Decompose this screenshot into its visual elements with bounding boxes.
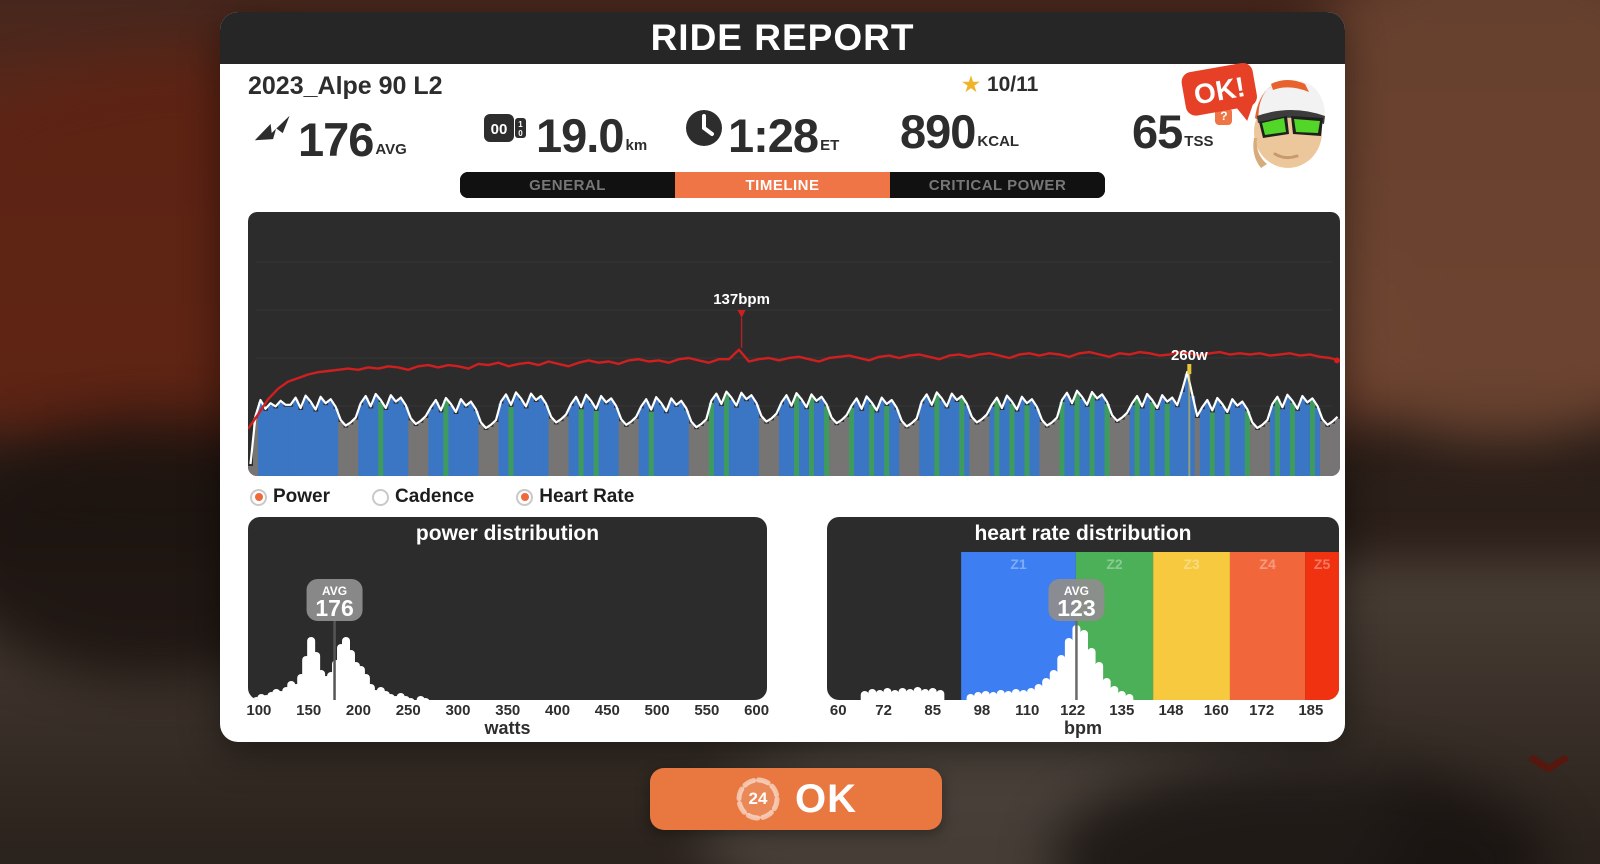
axis-tick: 200	[345, 702, 371, 719]
ride-report-card: RIDE REPORT 2023_Alpe 90 L2 ★ 10/11 176 …	[220, 12, 1345, 742]
stat-avg-power: 176 AVG	[250, 108, 407, 163]
axis-tick: 250	[395, 702, 421, 719]
axis-tick: 160	[1203, 702, 1229, 719]
axis-tick: 400	[545, 702, 571, 719]
svg-text:1: 1	[518, 120, 523, 129]
axis-tick: 600	[744, 702, 770, 719]
axis-tick: 72	[875, 702, 892, 719]
tab-critical-power[interactable]: CRITICAL POWER	[890, 172, 1105, 198]
calories-value: 890	[900, 105, 976, 158]
svg-text:260w: 260w	[1171, 347, 1208, 364]
elapsed-time-unit: ET	[820, 137, 840, 154]
power-axis-label: watts	[484, 718, 531, 738]
power-radio-icon[interactable]	[250, 488, 267, 506]
lightning-icon	[250, 108, 294, 157]
axis-tick: 450	[594, 702, 620, 719]
odometer-icon: 00 1 0	[482, 108, 532, 153]
svg-text:Z5: Z5	[1314, 556, 1331, 572]
ok-button[interactable]: 24 OK	[650, 768, 942, 830]
axis-tick: 150	[296, 702, 322, 719]
hr-distribution-title: heart rate distribution	[974, 522, 1192, 545]
svg-text:176: 176	[315, 595, 353, 621]
clock-icon	[684, 108, 724, 153]
route-progress-value: 10/11	[986, 72, 1039, 96]
axis-tick: 148	[1158, 702, 1184, 719]
avg-power-value: 176	[298, 113, 374, 166]
axis-tick: 100	[246, 702, 272, 719]
tab-general[interactable]: GENERAL	[460, 172, 675, 198]
elapsed-time-value: 1:28	[728, 109, 819, 162]
axis-tick: 98	[973, 702, 991, 719]
calories-unit: KCAL	[977, 133, 1020, 150]
countdown-ring-icon: 24	[735, 776, 781, 822]
axis-tick: 172	[1249, 702, 1275, 719]
hr-distribution-axis: 60 72 85 98 110 122 135 148 160 172 185	[827, 702, 1339, 720]
svg-text:0: 0	[518, 129, 523, 138]
axis-tick: 85	[924, 702, 942, 719]
stat-elapsed-time: 1:28 ET	[684, 108, 839, 159]
tss-unit: TSS	[1184, 133, 1214, 150]
ride-name: 2023_Alpe 90 L2	[248, 72, 443, 100]
tab-bar: GENERAL TIMELINE CRITICAL POWER	[460, 172, 1105, 198]
route-progress: ★ 10/11	[962, 72, 1038, 97]
svg-text:AVG: AVG	[1064, 584, 1089, 598]
power-distribution-panel: power distribution AVG 176	[248, 517, 767, 700]
speech-bubble: OK!	[1181, 62, 1257, 121]
svg-text:AVG: AVG	[322, 584, 347, 598]
cadence-radio-icon[interactable]	[372, 488, 390, 506]
svg-text:137bpm: 137bpm	[713, 291, 770, 308]
axis-tick: 350	[495, 702, 521, 719]
axis-tick: 550	[694, 702, 720, 719]
svg-text:Z1: Z1	[1010, 556, 1027, 572]
ok-button-label: OK	[795, 776, 857, 821]
page-title: RIDE REPORT	[650, 17, 915, 58]
distance-value: 19.0	[536, 109, 624, 162]
axis-tick: 110	[1015, 702, 1040, 719]
svg-text:Z3: Z3	[1183, 556, 1200, 572]
legend-cadence[interactable]: Cadence	[372, 486, 474, 508]
svg-text:Z2: Z2	[1106, 556, 1123, 572]
stat-calories: 890 KCAL	[900, 108, 1019, 155]
heart-rate-radio-icon[interactable]	[516, 488, 534, 506]
avg-power-unit: AVG	[375, 141, 407, 158]
legend-power[interactable]: Power	[250, 486, 330, 508]
rider-head	[1253, 80, 1325, 168]
axis-tick: 185	[1298, 702, 1324, 719]
power-distribution-title: power distribution	[415, 522, 600, 545]
axis-tick: 60	[829, 702, 847, 719]
distance-unit: km	[625, 137, 648, 154]
tab-timeline[interactable]: TIMELINE	[675, 172, 890, 198]
countdown-value: 24	[748, 789, 768, 808]
background-chevron-icon	[1527, 752, 1570, 778]
tss-help-icon[interactable]: ?	[1215, 108, 1233, 125]
avatar: OK!	[1175, 60, 1335, 180]
hr-axis-label: bpm	[1064, 718, 1102, 738]
tss-value: 65	[1132, 105, 1183, 158]
svg-text:00: 00	[491, 121, 508, 138]
stat-distance: 00 1 0 19.0 km	[482, 108, 647, 159]
hr-distribution-panel: heart rate distribution Z1 Z2 Z3 Z4 Z5 AVG 123	[827, 517, 1339, 700]
power-distribution-axis: 100 150 200 250 300 350 400 450 500 550 600	[246, 702, 770, 720]
axis-tick: 135	[1109, 702, 1135, 719]
axis-tick: 300	[445, 702, 471, 719]
title-bar: RIDE REPORT	[220, 12, 1345, 64]
timeline-legend: Power Cadence Heart Rate	[250, 486, 634, 508]
timeline-chart: 137bpm 260w	[248, 212, 1340, 476]
sunglasses-icon	[1259, 116, 1323, 138]
svg-text:Z4: Z4	[1259, 556, 1276, 572]
stat-tss: 65 TSS ?	[1132, 105, 1233, 158]
legend-heart-rate[interactable]: Heart Rate	[516, 486, 634, 508]
svg-text:123: 123	[1057, 595, 1095, 621]
axis-tick: 122	[1060, 702, 1086, 719]
star-icon: ★	[962, 74, 980, 96]
axis-tick: 500	[644, 702, 670, 719]
